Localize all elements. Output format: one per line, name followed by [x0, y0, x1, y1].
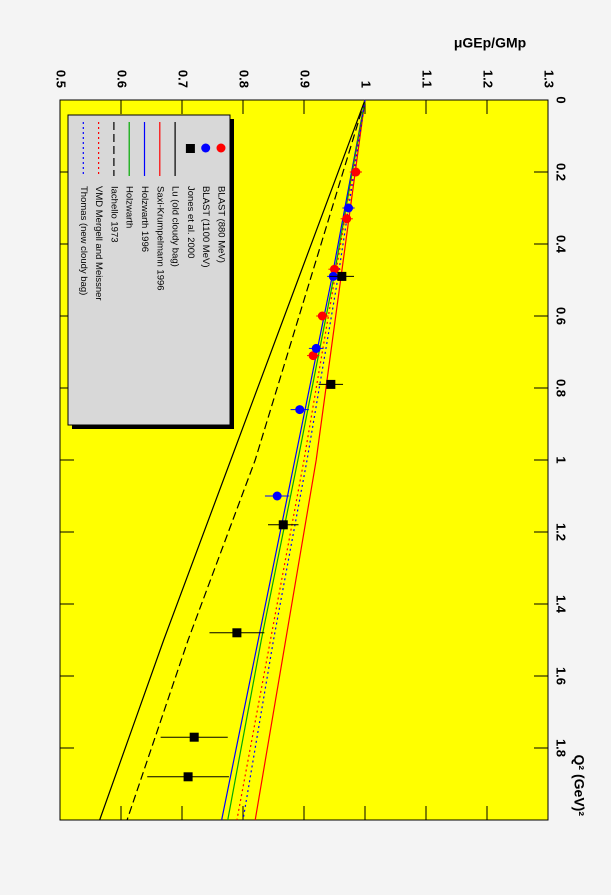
y-tick-label: 0.7 [176, 70, 191, 88]
legend-label: Holzwarth 1996 [139, 186, 150, 252]
y-tick-label: 1 [359, 81, 374, 88]
curve [99, 99, 366, 821]
legend [67, 114, 231, 426]
x-tick-label: 0.2 [554, 163, 569, 181]
legend-label: Thomas (new cloudy bag) [78, 186, 89, 295]
legend-label: Iachello 1973 [108, 186, 119, 243]
data-point [351, 167, 361, 177]
y-tick-label: 0.6 [115, 70, 130, 88]
legend-label: Saxi-Krumpelmann 1996 [154, 186, 165, 291]
data-point [311, 343, 321, 353]
data-point [295, 405, 305, 415]
x-tick-label: 0 [554, 96, 569, 103]
legend-marker [185, 144, 195, 153]
y-tick-label: 1.2 [481, 70, 496, 88]
data-point [330, 264, 339, 274]
data-point [278, 520, 288, 530]
legend-marker [216, 143, 226, 153]
legend-label: BLAST (1100 MeV) [200, 186, 211, 268]
y-tick-label: 1.1 [420, 70, 435, 88]
x-tick-label: 1.6 [554, 667, 569, 685]
data-point [183, 772, 193, 782]
data-point [337, 271, 347, 281]
data-point [189, 732, 199, 742]
y-tick-label: 1.3 [542, 70, 557, 88]
x-tick-label: 1.2 [554, 523, 569, 541]
y-axis-title: μGEp/GMp [454, 35, 526, 51]
x-tick-label: 0.6 [554, 307, 569, 325]
legend-marker [201, 143, 211, 153]
data-point [272, 491, 282, 501]
legend-label: BLAST (880 MeV) [215, 186, 226, 263]
x-tick-label: 1 [554, 456, 569, 463]
data-point [317, 311, 327, 321]
curve [126, 99, 366, 821]
x-axis-title: Q² (GeV)² [571, 755, 587, 817]
legend-label: Holzwarth [124, 186, 135, 228]
data-point [232, 628, 242, 638]
data-point [342, 214, 352, 224]
legend-label: Lu (old cloudy bag) [170, 186, 181, 267]
legend-label: Jones et al. 2000 [185, 186, 196, 258]
y-tick-label: 0.8 [237, 70, 252, 88]
data-point [326, 379, 336, 389]
x-tick-label: 1.4 [554, 595, 569, 614]
x-tick-label: 0.8 [554, 379, 569, 397]
plot: 0 0.2 0.4 0.6 0.8 1 1.2 1.4 1.6 1.8 0.5 0.6 0.7 0.8 0.… [54, 70, 587, 821]
legend-label: VMD Mergell and Meissner [93, 186, 104, 301]
y-tick-label: 0.9 [298, 70, 313, 88]
y-tick-label: 0.5 [54, 70, 69, 88]
data-point [308, 351, 318, 361]
x-tick-label: 1.8 [554, 739, 569, 757]
x-tick-label: 0.4 [554, 235, 569, 254]
data-point [344, 203, 354, 213]
